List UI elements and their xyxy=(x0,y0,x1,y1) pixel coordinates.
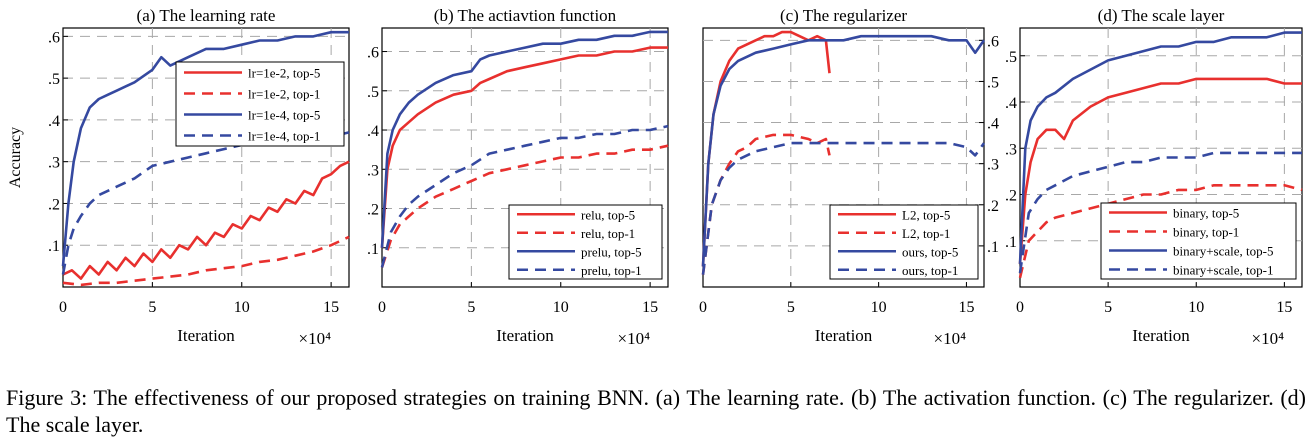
x-tick-label: 5 xyxy=(467,299,475,316)
legend-label: binary, top-5 xyxy=(1173,206,1239,221)
x-scale-label: ×10⁴ xyxy=(298,329,331,348)
panel-title: (a) The learning rate xyxy=(137,6,276,25)
x-tick-label: 5 xyxy=(787,299,795,316)
y-tick-label: .2 xyxy=(987,198,999,215)
figure-caption: Figure 3: The effectiveness of our propo… xyxy=(6,385,1306,437)
legend-label: ours, top-5 xyxy=(902,244,958,259)
y-tick-label: .2 xyxy=(48,196,60,213)
legend-label: lr=1e-2, top-1 xyxy=(248,87,320,102)
x-tick-label: 0 xyxy=(699,299,707,316)
legend-label: binary+scale, top-1 xyxy=(1173,263,1273,278)
y-axis-label: Accuracy xyxy=(7,127,24,188)
panel-d: 0 5 10 15 .1 .2 .3 .4 .5 (d) The scale layer Itera… xyxy=(1005,6,1303,348)
x-scale-label: ×10⁴ xyxy=(1251,329,1284,348)
legend: L2, top-5 L2, top-1 ours, top-5 ours, top-1 xyxy=(829,204,979,280)
legend-label: prelu, top-1 xyxy=(581,263,642,278)
series-line xyxy=(1018,184,1303,279)
x-scale-label: ×10⁴ xyxy=(933,329,966,348)
x-tick-label: 10 xyxy=(234,299,250,316)
y-tick-label: .3 xyxy=(987,157,999,174)
y-tick-label: .6 xyxy=(987,33,999,50)
panel-c: 0 5 10 15 .1 .2 .3 .4 .5 .6 (c) The regularizer Ite… xyxy=(699,6,999,348)
figure: 0 5 10 15 .1 .2 .3 .4 .5 .6 (a) The learning rate I… xyxy=(7,6,1303,348)
x-tick-label: 10 xyxy=(871,299,887,316)
legend-label: ours, top-1 xyxy=(902,263,958,278)
legend-label: prelu, top-5 xyxy=(581,244,642,259)
series-line xyxy=(701,141,986,275)
legend-box xyxy=(175,61,345,147)
y-tick-label: .4 xyxy=(987,116,999,133)
series-line xyxy=(62,160,350,280)
x-axis-label: Iteration xyxy=(1132,326,1190,345)
legend-label: lr=1e-2, top-5 xyxy=(248,66,320,81)
y-tick-label: .4 xyxy=(1005,95,1017,112)
y-tick-label: .1 xyxy=(1005,234,1017,251)
y-tick-label: .2 xyxy=(367,202,379,219)
panel-title: (c) The regularizer xyxy=(780,6,907,25)
series-line xyxy=(380,30,668,248)
x-tick-label: 0 xyxy=(1016,299,1024,316)
y-tick-label: .3 xyxy=(48,155,60,172)
legend-box xyxy=(508,204,663,280)
y-tick-label: .3 xyxy=(367,162,379,179)
legend: binary, top-5 binary, top-1 binary+scale, … xyxy=(1100,202,1297,280)
y-tick-label: .6 xyxy=(48,29,60,46)
y-tick-label: .5 xyxy=(48,71,60,88)
legend-label: relu, top-5 xyxy=(581,207,635,222)
series-line xyxy=(380,124,669,268)
series-line xyxy=(1018,31,1302,264)
legend-label: relu, top-1 xyxy=(581,226,635,241)
x-axis-label: Iteration xyxy=(177,326,235,345)
series-line xyxy=(380,144,669,268)
x-tick-label: 0 xyxy=(59,299,67,316)
x-tick-label: 15 xyxy=(642,299,658,316)
panel-title: (d) The scale layer xyxy=(1098,6,1225,25)
legend-label: lr=1e-4, top-1 xyxy=(248,129,320,144)
series-line xyxy=(61,30,349,267)
x-axis-label: Iteration xyxy=(496,326,554,345)
x-tick-label: 15 xyxy=(323,299,339,316)
legend-label: L2, top-1 xyxy=(902,226,950,241)
x-scale-label: ×10⁴ xyxy=(617,329,650,348)
legend-label: lr=1e-4, top-5 xyxy=(248,108,320,123)
panel-a: 0 5 10 15 .1 .2 .3 .4 .5 .6 (a) The learning rate I… xyxy=(7,6,350,348)
x-tick-label: 5 xyxy=(1104,299,1112,316)
x-tick-label: 15 xyxy=(1276,299,1292,316)
x-tick-label: 5 xyxy=(148,299,156,316)
y-tick-label: .5 xyxy=(1005,49,1017,66)
x-tick-label: 10 xyxy=(553,299,569,316)
x-axis-label: Iteration xyxy=(815,326,873,345)
y-tick-label: .5 xyxy=(987,74,999,91)
y-tick-label: .5 xyxy=(367,84,379,101)
series-line xyxy=(62,235,350,287)
y-tick-label: .4 xyxy=(367,123,379,140)
y-tick-label: .6 xyxy=(367,45,379,62)
legend: lr=1e-2, top-5 lr=1e-2, top-1 lr=1e-4, top… xyxy=(175,61,345,147)
y-tick-label: .4 xyxy=(48,113,60,130)
y-tick-label: .2 xyxy=(1005,188,1017,205)
panel-b: 0 5 10 15 .1 .2 .3 .4 .5 .6 (b) The actiavtion fun… xyxy=(367,6,669,348)
y-tick-label: .1 xyxy=(987,239,999,256)
legend-label: L2, top-5 xyxy=(902,207,950,222)
y-tick-label: .3 xyxy=(1005,141,1017,158)
legend-box xyxy=(829,204,979,280)
y-tick-label: .1 xyxy=(367,241,379,258)
panel-title: (b) The actiavtion function xyxy=(434,6,617,25)
legend: relu, top-5 relu, top-1 prelu, top-5 prelu,… xyxy=(508,204,663,280)
y-tick-label: .1 xyxy=(48,238,60,255)
x-tick-label: 15 xyxy=(958,299,974,316)
legend-box xyxy=(1100,202,1297,280)
series-line xyxy=(380,46,668,248)
x-tick-label: 0 xyxy=(378,299,386,316)
series-line xyxy=(1018,77,1302,264)
series-line xyxy=(701,34,986,267)
x-tick-label: 10 xyxy=(1188,299,1204,316)
legend-label: binary+scale, top-5 xyxy=(1173,244,1273,259)
legend-label: binary, top-1 xyxy=(1173,225,1239,240)
